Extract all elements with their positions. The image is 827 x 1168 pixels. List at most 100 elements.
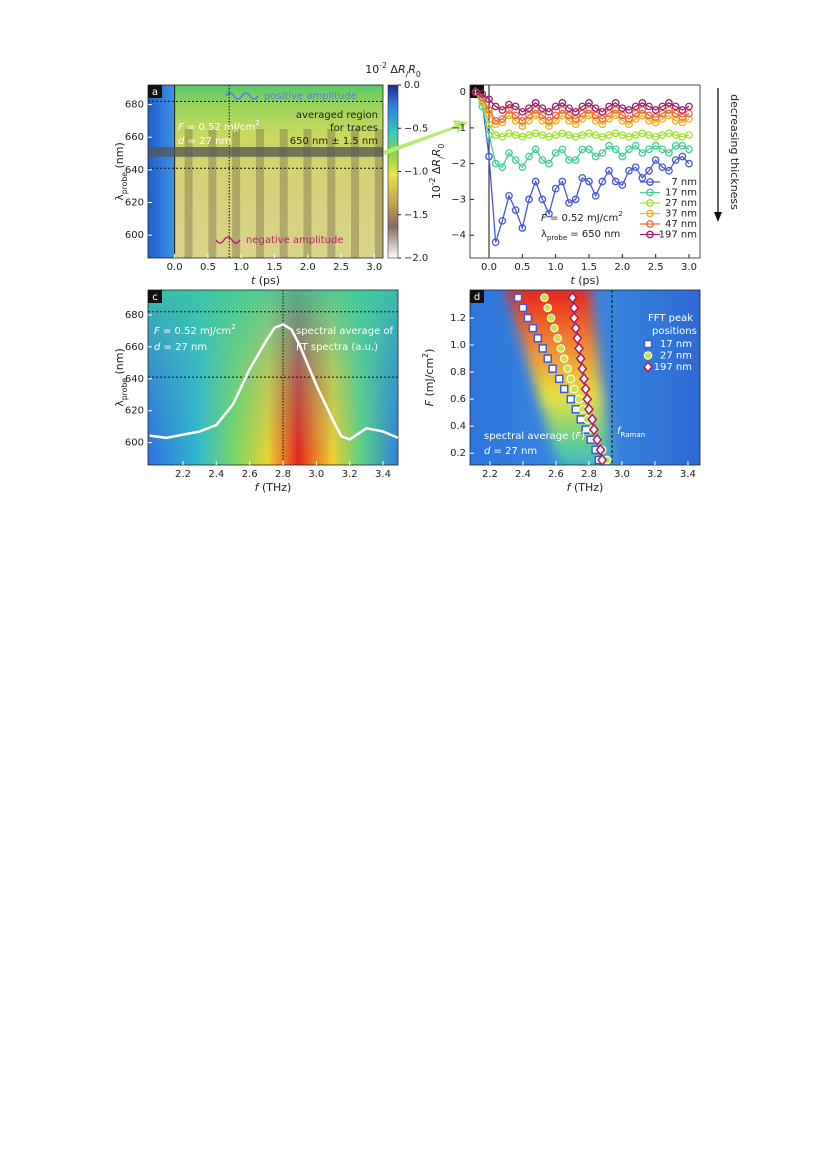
colorbar-tick-label: −1.0	[404, 167, 428, 178]
data-point	[625, 120, 633, 129]
data-point	[513, 293, 523, 302]
series-line	[475, 91, 690, 243]
x-tick-label: 3.4	[680, 469, 696, 480]
data-point	[665, 106, 673, 114]
data-point	[645, 166, 653, 175]
data-point	[538, 104, 547, 113]
data-point	[566, 374, 576, 384]
data-point	[525, 131, 533, 139]
x-axis-label: f (THz)	[567, 481, 604, 494]
plot-frame	[147, 289, 399, 466]
stripe	[327, 129, 336, 258]
text-part: )	[581, 431, 585, 442]
data-point	[531, 129, 540, 138]
text-part: = 27 nm	[160, 342, 207, 353]
y-tick-label: 640	[125, 374, 144, 385]
data-point	[491, 159, 500, 168]
data-point	[558, 177, 567, 186]
annotation: decreasing thickness	[728, 94, 741, 210]
panel-letter: c	[152, 292, 158, 303]
data-point	[651, 113, 660, 122]
data-point	[665, 166, 673, 175]
text-part: )	[423, 349, 436, 353]
annotation: positive amplitude	[264, 91, 357, 102]
plot-frame	[469, 84, 701, 259]
data-point	[571, 107, 580, 116]
data-point	[578, 174, 587, 182]
x-tick-label: 0.5	[200, 262, 216, 273]
data-point	[559, 384, 569, 394]
data-point	[625, 166, 633, 175]
y-tick-label: 0.8	[450, 367, 466, 378]
y-tick-label: 0.4	[450, 421, 466, 432]
data-point	[569, 384, 579, 394]
text-part: probe	[120, 378, 129, 400]
data-point	[605, 131, 613, 139]
data-point	[598, 132, 607, 141]
data-point	[518, 163, 527, 172]
data-point	[618, 116, 627, 125]
legend-marker	[646, 230, 654, 239]
x-tick-label: 2.2	[175, 469, 191, 480]
data-point	[550, 323, 559, 333]
y-tick-label: 680	[125, 310, 144, 321]
text-part: 10	[365, 63, 379, 76]
text-part: F	[423, 399, 436, 406]
data-point	[538, 111, 547, 120]
data-point	[511, 111, 520, 120]
text-part: -2	[428, 177, 437, 185]
annotation: spectral average of	[296, 326, 394, 337]
data-point	[518, 224, 527, 232]
stripe	[255, 129, 264, 258]
x-tick-label: 2.0	[614, 262, 630, 273]
x-tick-label: 2.6	[242, 469, 258, 480]
data-point	[545, 209, 553, 218]
text-part: d	[484, 446, 491, 457]
data-point	[678, 152, 687, 161]
annotation: spectral average (F)	[484, 431, 585, 442]
legend-label: 27 nm	[665, 198, 697, 209]
data-point	[678, 106, 687, 114]
data-point	[528, 323, 538, 333]
data-point	[518, 303, 528, 313]
data-point	[531, 177, 540, 186]
data-point	[638, 106, 647, 114]
legend-label: 197 nm	[654, 362, 692, 373]
panel: 0.0 0.5 1.0 1.5 2.0 2.5 3.0 0 −1 −2 −3 −4 t (ps) 10-2…	[428, 84, 701, 287]
data-point	[678, 132, 687, 141]
annotation: F = 0.52 mJ/cm2	[178, 119, 260, 133]
data-point	[559, 354, 569, 363]
y-tick-label: 600	[125, 230, 144, 241]
panel-letter-box	[148, 85, 162, 98]
plots: 0.0 0.5 1.0 1.5 2.0 2.5 3.0 600 620 640 660 680 t (p…	[113, 80, 701, 494]
data-point	[671, 102, 680, 111]
text-part: /	[437, 156, 446, 159]
stripe	[279, 129, 288, 258]
panel: 2.2 2.4 2.6 2.8 3.0 3.2 3.4 600 620 640 660 680 f (T…	[113, 289, 399, 494]
data-point	[565, 199, 573, 207]
data-point	[611, 177, 620, 186]
data-point	[518, 116, 527, 125]
data-point	[553, 333, 562, 343]
data-point	[645, 102, 653, 111]
data-point	[471, 88, 480, 96]
data-point	[498, 216, 507, 225]
data-point	[538, 156, 547, 164]
legend-marker	[646, 220, 654, 228]
data-point	[665, 149, 673, 157]
x-tick-label: 2.4	[208, 469, 224, 480]
text-part: λ	[113, 400, 126, 407]
data-point	[605, 102, 613, 111]
text-part: -2	[379, 61, 387, 70]
data-point	[551, 102, 560, 111]
x-tick-label: 0.5	[514, 262, 530, 273]
data-point	[685, 131, 693, 139]
text-part: (ps)	[255, 274, 280, 287]
panel-letter: a	[152, 87, 158, 98]
data-point	[558, 99, 567, 107]
data-point	[671, 156, 680, 164]
text-part: d	[178, 136, 185, 147]
data-point	[551, 131, 560, 139]
annotation: d = 27 nm	[154, 342, 207, 353]
data-point	[531, 145, 540, 154]
